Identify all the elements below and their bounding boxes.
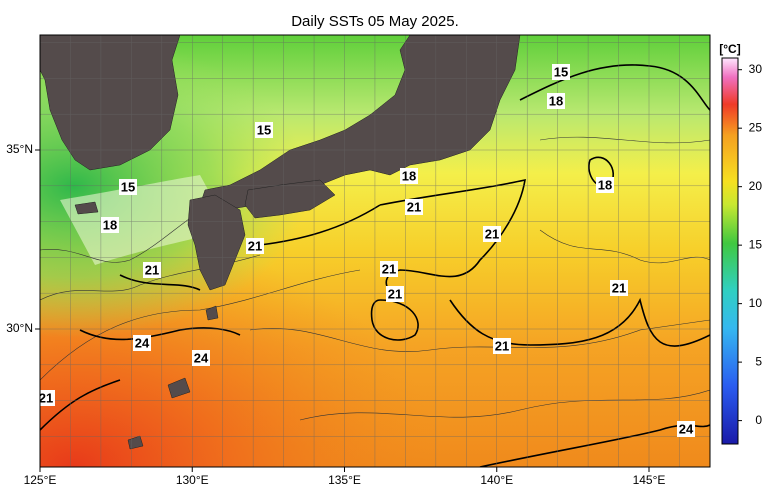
contour-label-box	[255, 122, 273, 138]
contour-label: 21	[485, 226, 499, 241]
lat-tick-label: 30°N	[6, 321, 33, 335]
jeju	[74, 201, 99, 215]
colorbar-unit: [°C]	[719, 42, 740, 56]
contour-label-box	[386, 286, 404, 302]
contour-label-box	[596, 177, 614, 193]
contour-label-box	[677, 421, 695, 437]
contour-label: 21	[145, 262, 159, 277]
contour-label-box	[192, 350, 210, 366]
contour-label-box	[119, 179, 137, 195]
contour-label-box	[400, 168, 418, 184]
contour-label-box	[483, 226, 501, 242]
land	[40, 35, 521, 450]
map-area: 15 15 15 18 18 18 18 21 21 21 21 21 21 21 21 21 24 24 24	[39, 35, 710, 467]
contour-label: 21	[388, 286, 402, 301]
lat-tick-label: 35°N	[6, 142, 33, 156]
contour-label: 24	[135, 335, 150, 350]
contour-label: 24	[194, 350, 209, 365]
contour-label-box	[552, 64, 570, 80]
colorbar-tick-label: 20	[749, 179, 763, 193]
contour-label: 15	[257, 122, 271, 137]
contours-major	[40, 64, 710, 467]
colorbar-tick-label: 10	[749, 296, 763, 310]
contour-label: 21	[407, 199, 421, 214]
colorbar-tick-label: 5	[755, 354, 762, 368]
contour-label: 15	[554, 64, 568, 79]
contour-label: 18	[598, 177, 612, 192]
contour-label: 21	[248, 238, 262, 253]
lon-tick-label: 145°E	[633, 473, 666, 487]
contour-label-box	[246, 238, 264, 254]
lon-tick-label: 125°E	[24, 473, 57, 487]
contour-label-box	[143, 262, 161, 278]
contour-label: 24	[679, 421, 694, 436]
graticule	[40, 35, 710, 467]
contour-label-box	[547, 93, 565, 109]
colorbar-tick-label: 30	[749, 62, 763, 76]
title: Daily SSTs 05 May 2025.	[291, 13, 459, 30]
contour-label: 15	[121, 179, 135, 194]
contour-label-box	[380, 261, 398, 277]
lon-tick-label: 140°E	[480, 473, 513, 487]
korea	[40, 35, 181, 171]
contour-label: 18	[103, 217, 117, 232]
contour-label-box	[405, 199, 423, 215]
lon-tick-label: 135°E	[328, 473, 361, 487]
kyushu	[187, 194, 246, 291]
contour-label: 18	[549, 93, 563, 108]
colorbar	[721, 57, 739, 445]
colorbar-tick-label: 15	[749, 237, 763, 251]
contour-label-box	[493, 338, 511, 354]
contour-label: 21	[612, 280, 626, 295]
islands	[127, 305, 219, 450]
cool-coastal-water	[60, 175, 230, 265]
contour-label: 21	[39, 390, 53, 405]
shikoku	[244, 179, 336, 219]
contour-labels: 15 15 15 18 18 18 18 21 21 21 21 21 21 21 21 21 24 24 24	[39, 64, 695, 437]
lon-tick-label: 130°E	[176, 473, 209, 487]
contour-label: 18	[402, 168, 416, 183]
map-frame	[39, 34, 711, 468]
contour-label-box	[40, 390, 55, 406]
contour-label-box	[133, 335, 151, 351]
contour-label: 21	[382, 261, 396, 276]
contour-label-box	[101, 217, 119, 233]
contour-label-box	[610, 280, 628, 296]
colorbar-tick-label: 0	[755, 413, 762, 427]
colorbar-tick-label: 25	[749, 120, 763, 134]
contour-label: 21	[495, 338, 509, 353]
